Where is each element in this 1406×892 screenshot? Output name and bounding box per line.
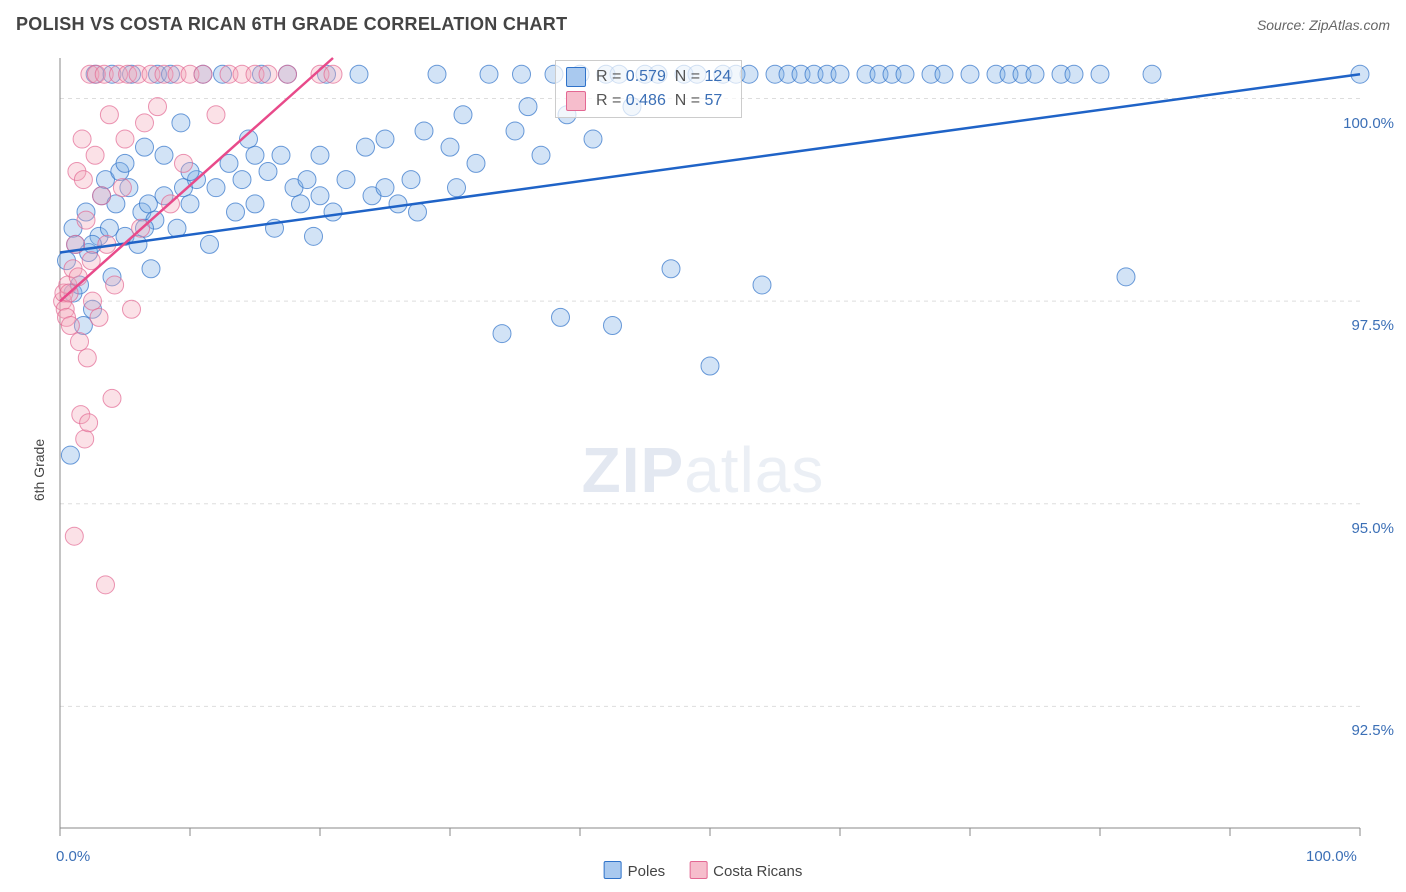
legend-swatch xyxy=(689,861,707,879)
legend-item: Costa Ricans xyxy=(689,861,802,880)
chart-title: POLISH VS COSTA RICAN 6TH GRADE CORRELAT… xyxy=(16,14,567,35)
y-tick-label: 100.0% xyxy=(1343,115,1394,132)
x-tick-label: 0.0% xyxy=(56,848,90,865)
legend-swatch xyxy=(604,861,622,879)
legend-item: Poles xyxy=(604,861,666,880)
source-label: Source: ZipAtlas.com xyxy=(1257,17,1390,33)
y-tick-label: 97.5% xyxy=(1351,317,1394,334)
legend-swatch xyxy=(566,67,586,87)
legend-bottom: Poles Costa Ricans xyxy=(604,861,803,880)
legend-row: R = 0.579 N = 124 xyxy=(566,65,731,89)
correlation-legend: R = 0.579 N = 124 R = 0.486 N = 57 xyxy=(555,60,742,118)
legend-label: Costa Ricans xyxy=(713,863,802,880)
y-tick-label: 95.0% xyxy=(1351,520,1394,537)
y-axis-label: 6th Grade xyxy=(31,439,47,501)
chart-area: 6th Grade ZIPatlas R = 0.579 N = 124R = … xyxy=(0,48,1406,892)
legend-stat-text: R = 0.486 N = 57 xyxy=(596,92,722,110)
legend-row: R = 0.486 N = 57 xyxy=(566,89,731,113)
legend-stat-text: R = 0.579 N = 124 xyxy=(596,68,731,86)
y-tick-label: 92.5% xyxy=(1351,722,1394,739)
legend-label: Poles xyxy=(628,863,666,880)
x-tick-label: 100.0% xyxy=(1306,848,1357,865)
legend-swatch xyxy=(566,91,586,111)
scatter-chart-svg xyxy=(0,48,1406,892)
